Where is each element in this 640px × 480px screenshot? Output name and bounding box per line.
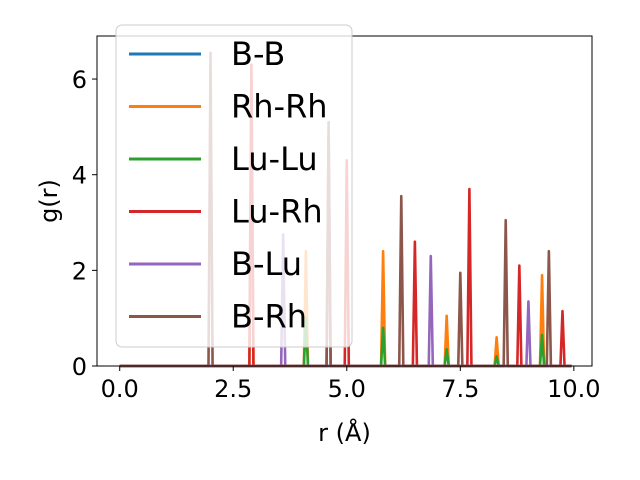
legend-label: B-Lu: [231, 245, 302, 283]
legend-label: Lu-Lu: [231, 140, 318, 178]
x-tick-label: 10.0: [547, 375, 600, 403]
y-tick-label: 2: [72, 257, 87, 285]
x-tick-label: 5.0: [328, 375, 366, 403]
x-tick-label: 2.5: [214, 375, 252, 403]
y-tick-label: 0: [72, 353, 87, 381]
y-tick-label: 4: [72, 162, 87, 190]
legend-label: B-B: [231, 35, 285, 73]
legend-label: B-Rh: [231, 298, 307, 336]
legend: B-B Rh-Rh Lu-Lu Lu-Rh B-Lu B-Rh: [115, 24, 353, 348]
y-axis-label: g(r): [35, 179, 63, 223]
x-tick-label: 0.0: [101, 375, 139, 403]
x-axis-label: r (Å): [318, 418, 371, 447]
ticks-layer: 0.0 2.5 5.0 7.5 10.0 0 2 4 6: [72, 66, 601, 403]
series-line-lu-lu: [119, 316, 572, 368]
y-tick-label: 6: [72, 66, 87, 94]
legend-label: Lu-Rh: [231, 193, 323, 231]
legend-label: Rh-Rh: [231, 88, 328, 126]
x-tick-label: 7.5: [441, 375, 479, 403]
